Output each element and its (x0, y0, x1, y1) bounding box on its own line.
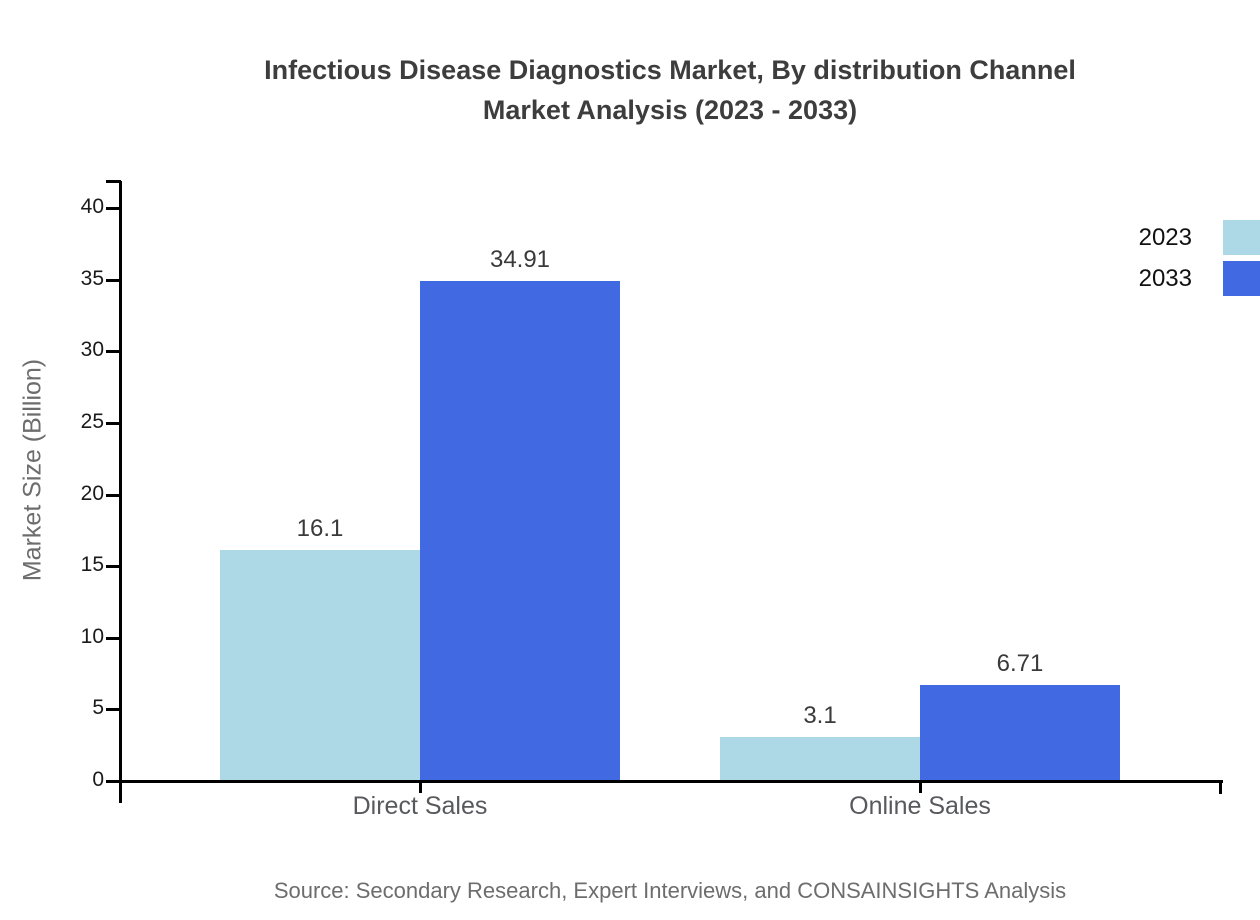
y-tick (106, 207, 120, 210)
x-axis-end-tick (1219, 781, 1222, 794)
legend-label-2033: 2033 (1138, 265, 1192, 292)
y-tick (106, 350, 120, 354)
y-tick-label: 15 (80, 553, 104, 577)
legend-swatch-2033 (1223, 261, 1260, 296)
y-tick (106, 565, 120, 569)
source-note: Source: Secondary Research, Expert Inter… (273, 878, 1067, 903)
y-tick (106, 493, 120, 497)
y-tick (106, 708, 120, 712)
y-axis-title: Market Size (Billion) (18, 358, 47, 582)
y-tick-label: 40 (80, 195, 104, 218)
bar-direct-sales-2033 (420, 280, 620, 781)
y-tick-label: 35 (80, 266, 104, 290)
y-tick (106, 636, 120, 640)
y-tick-label: 20 (80, 481, 104, 505)
chart-title-line1: Infectious Disease Diagnostics Market, B… (264, 55, 1076, 85)
y-axis-line (119, 181, 122, 803)
bar-online-sales-2023 (720, 736, 920, 781)
bar-value-label: 16.1 (296, 515, 344, 543)
legend-label-2023: 2023 (1138, 224, 1192, 251)
y-tick-label: 0 (92, 768, 104, 791)
y-tick-label: 30 (80, 338, 104, 362)
y-tick-label: 10 (80, 624, 104, 648)
y-axis-top-cap (106, 180, 121, 183)
chart-title-line2: Market Analysis (2023 - 2033) (482, 95, 858, 125)
bar-value-label: 34.91 (489, 245, 551, 273)
bar-online-sales-2033 (920, 684, 1120, 781)
chart-title: Infectious Disease Diagnostics Market, B… (80, 50, 1260, 130)
x-axis-line (106, 780, 1223, 783)
bar-direct-sales-2023 (220, 550, 420, 781)
bar-value-label: 3.1 (803, 701, 837, 729)
legend-swatch-2023 (1223, 220, 1260, 255)
y-tick (106, 780, 120, 783)
y-tick (106, 278, 120, 282)
x-tick (419, 781, 422, 793)
y-tick-label: 25 (80, 409, 104, 433)
x-category-label: Direct Sales (352, 792, 488, 820)
x-tick (919, 781, 922, 793)
y-tick (106, 421, 120, 425)
y-tick-label: 5 (92, 696, 104, 720)
bar-value-label: 6.71 (996, 649, 1044, 677)
x-category-label: Online Sales (849, 792, 991, 820)
